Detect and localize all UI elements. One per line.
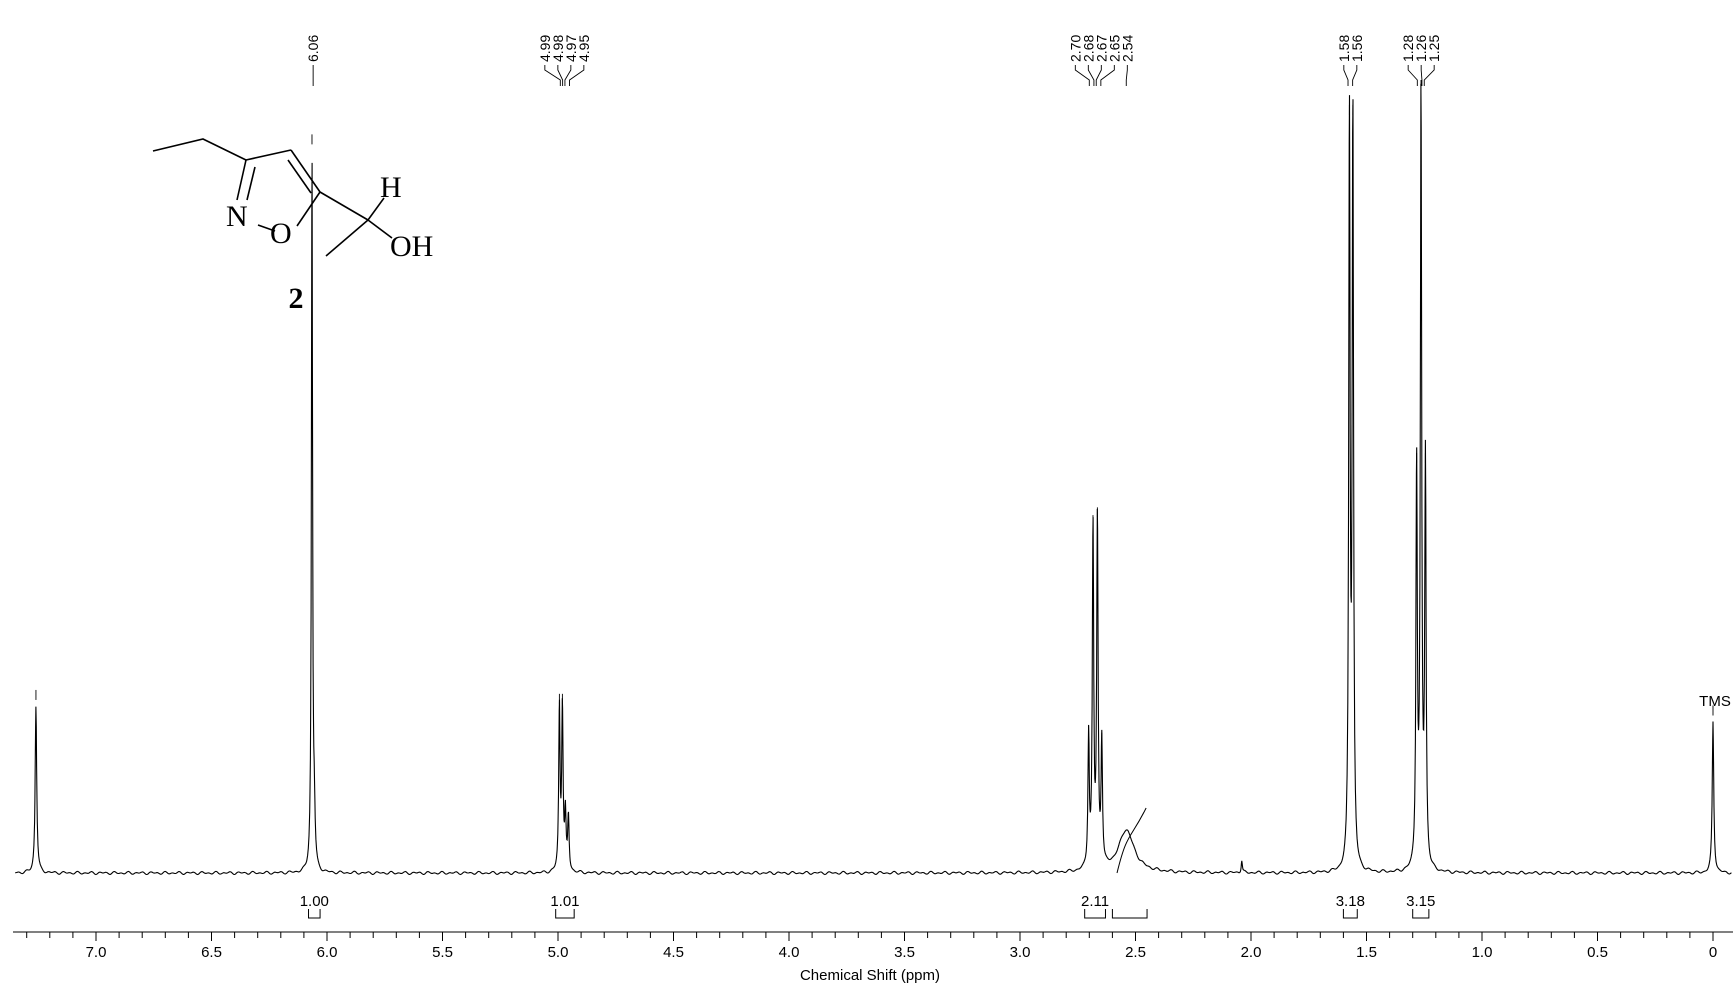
integral-bracket — [1111, 909, 1148, 919]
ring-bond-c4-c5 — [290, 149, 321, 193]
integral-value: 3.18 — [1336, 893, 1365, 910]
x-tick-label: 6.5 — [201, 944, 222, 961]
peak-shift-label: 1.25 — [1426, 35, 1442, 62]
x-tick-label: 3.5 — [894, 944, 915, 961]
spectrum-trace — [15, 83, 1732, 876]
spectrum-trace-layer — [15, 83, 1732, 876]
integral-bracket — [1342, 909, 1358, 919]
peak-label-connector — [564, 65, 572, 86]
x-tick-label: 0.5 — [1587, 944, 1608, 961]
peak-label-connector — [1407, 65, 1418, 86]
integral-layer: 1.00 1.01 2.11 3.18 3.15 — [300, 807, 1435, 919]
x-axis-title: Chemical Shift (ppm) — [800, 967, 940, 984]
x-tick-label: 5.5 — [432, 944, 453, 961]
peak-label-connector — [1074, 65, 1090, 86]
x-tick-label: 1.0 — [1472, 944, 1493, 961]
bond-chiral-methyl — [325, 219, 369, 257]
integral-value: 1.00 — [300, 893, 329, 910]
bond-c5-chiral — [319, 191, 369, 221]
peak-shift-label: 4.99 — [537, 35, 553, 62]
x-tick-label: 2.0 — [1241, 944, 1262, 961]
x-tick-label: 7.0 — [86, 944, 107, 961]
peak-shift-label: 2.67 — [1093, 35, 1109, 62]
ring-bond-n-o — [257, 224, 276, 232]
peak-shift-label: 4.98 — [550, 35, 566, 62]
x-tick-label: 6.0 — [317, 944, 338, 961]
bond-chiral-h — [367, 197, 385, 221]
x-tick-label: 0 — [1709, 944, 1717, 961]
ring-double-bond-c4-c5 — [287, 159, 312, 194]
peak-shift-label: 1.28 — [1400, 35, 1416, 62]
molecular-structure — [152, 138, 393, 257]
peak-label-connector — [1352, 65, 1358, 86]
integral-bracket — [1084, 909, 1106, 919]
atom-h: H — [380, 171, 402, 204]
peak-label-connector — [544, 65, 561, 86]
peak-shift-label: 4.97 — [563, 35, 579, 62]
x-tick-label: 4.5 — [663, 944, 684, 961]
peak-shift-label: 1.56 — [1349, 35, 1365, 62]
integral-bracket — [308, 909, 321, 919]
integral-value: 2.11 — [1081, 893, 1109, 910]
x-axis-ticks: 7.0 6.5 6.0 5.5 5.0 4.5 4.0 3.5 3.0 2.5 2.0 1.5 1.0 0… — [26, 932, 1717, 961]
atom-oh: OH — [390, 230, 433, 263]
bond-chiral-oh — [367, 219, 393, 239]
peak-shift-label: 1.26 — [1413, 35, 1429, 62]
integral-bracket — [555, 909, 575, 919]
integral-curve — [1116, 807, 1147, 874]
peak-shift-label: 2.70 — [1067, 35, 1083, 62]
peak-shift-label: 2.54 — [1119, 35, 1135, 62]
atom-o-ring: O — [270, 217, 292, 250]
x-tick-label: 5.0 — [548, 944, 569, 961]
tms-reference-label: TMS — [1699, 693, 1731, 710]
ring-bond-c3-c4 — [245, 149, 292, 161]
x-tick-label: 2.5 — [1125, 944, 1146, 961]
peak-shift-label: 4.95 — [576, 35, 592, 62]
integral-value: 3.15 — [1406, 893, 1435, 910]
integral-value: 1.01 — [550, 893, 579, 910]
peak-shift-label: 1.58 — [1336, 35, 1352, 62]
peak-label-connector — [569, 65, 585, 86]
peak-shift-label: 2.68 — [1080, 35, 1096, 62]
x-tick-label: 4.0 — [779, 944, 800, 961]
integral-bracket — [1412, 909, 1430, 919]
peak-label-connector — [1343, 65, 1349, 86]
x-axis: 7.0 6.5 6.0 5.5 5.0 4.5 4.0 3.5 3.0 2.5 2.0 1.5 1.0 0… — [13, 931, 1733, 984]
peak-label-layer: 6.06 4.994.984.974.95 2.702.682.672.652.54… — [305, 35, 1442, 86]
peak-shift-label: 6.06 — [305, 35, 321, 62]
peak-label-connector — [1125, 65, 1128, 86]
ring-bond-c5-o — [296, 191, 321, 227]
peak-label-connector — [1087, 65, 1095, 86]
peak-label-connector — [1420, 65, 1423, 86]
peak-marker-layer — [35, 80, 1714, 743]
peak-label-connector — [1095, 65, 1102, 86]
compound-number: 2 — [289, 282, 304, 315]
x-tick-label: 1.5 — [1356, 944, 1377, 961]
x-tick-label: 3.0 — [1010, 944, 1031, 961]
peak-label-connector — [1100, 65, 1115, 86]
peak-shift-label: 2.65 — [1106, 35, 1122, 62]
atom-n: N — [226, 200, 248, 233]
ethyl-bond — [152, 138, 247, 161]
structure-atom-labels: N O H OH 2 — [226, 171, 433, 315]
peak-label-connector — [557, 65, 564, 86]
ring-bond-c3-n — [236, 159, 247, 201]
ring-double-bond-c3-n — [246, 166, 256, 201]
peak-label-connector — [1423, 65, 1435, 86]
